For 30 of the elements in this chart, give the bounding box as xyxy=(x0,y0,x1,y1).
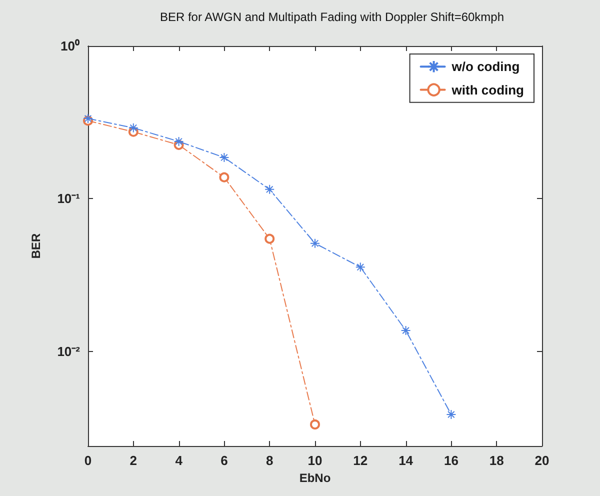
x-tick-label: 6 xyxy=(220,453,228,468)
point xyxy=(400,325,411,336)
legend-label: w/o coding xyxy=(450,59,520,74)
point xyxy=(355,262,366,272)
x-tick-label: 16 xyxy=(444,453,458,468)
point xyxy=(264,234,275,244)
point xyxy=(310,419,320,430)
y-axis-title: BER xyxy=(29,233,43,259)
point xyxy=(174,136,184,146)
point xyxy=(264,184,275,194)
y-tick-label: 10⁻² xyxy=(57,344,81,359)
point xyxy=(219,152,230,163)
x-tick-label: 2 xyxy=(130,453,138,468)
x-tick-label: 20 xyxy=(534,453,550,468)
chart-title: BER for AWGN and Multipath Fading with Doppler Shift=60kmph xyxy=(160,10,504,24)
x-axis-title: EbNo xyxy=(299,470,331,485)
y-tick-label: 10⁰ xyxy=(60,38,80,54)
legend-label: with coding xyxy=(450,82,524,98)
x-tick-label: 12 xyxy=(353,453,368,468)
x-tick-label: 10 xyxy=(308,453,322,468)
y-tick-label: 10⁻¹ xyxy=(57,191,80,206)
point xyxy=(446,409,456,420)
x-tick-label: 0 xyxy=(84,453,92,468)
point xyxy=(219,172,230,182)
x-tick-label: 4 xyxy=(175,453,184,468)
x-tick-label: 8 xyxy=(266,453,274,468)
point xyxy=(128,122,138,133)
point xyxy=(310,238,320,248)
x-tick-label: 18 xyxy=(489,453,504,468)
x-tick-label: 14 xyxy=(398,453,414,468)
